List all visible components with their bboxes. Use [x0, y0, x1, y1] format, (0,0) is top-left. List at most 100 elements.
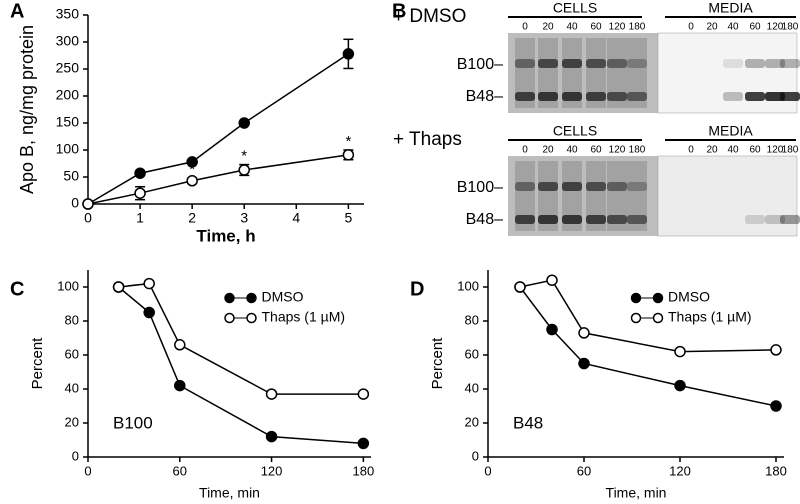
band [538, 215, 558, 224]
y-tick-label: 150 [56, 114, 80, 130]
data-point [174, 339, 186, 351]
band [586, 59, 606, 68]
series-line [118, 282, 364, 395]
band [515, 59, 535, 68]
band [607, 92, 627, 101]
lane-label: 40 [727, 145, 739, 156]
data-point [265, 430, 278, 443]
lane-label: 180 [782, 22, 799, 33]
lane-label: 20 [542, 22, 554, 33]
panel-label: B [392, 0, 406, 22]
y-tick-label: 0 [71, 195, 79, 211]
y-tick-label: 20 [65, 414, 79, 429]
y-tick-label: 100 [57, 278, 79, 293]
band [765, 92, 785, 101]
data-point [546, 323, 558, 336]
group-label: MEDIA [708, 123, 753, 139]
band [627, 182, 647, 191]
data-point [770, 400, 782, 412]
band [586, 92, 606, 101]
lane-label: 60 [749, 22, 761, 33]
lane-label: 0 [688, 22, 694, 33]
lane-label: 20 [542, 145, 554, 156]
lane-smear [562, 38, 582, 108]
lane-smear [538, 38, 558, 108]
x-tick-label: 4 [292, 210, 300, 226]
panel-label: D [410, 278, 424, 300]
significance-marker: * [345, 133, 351, 150]
lane-label: 40 [566, 22, 578, 33]
data-point [546, 274, 558, 286]
band [515, 92, 535, 101]
y-tick-label: 40 [65, 380, 79, 395]
data-point [238, 117, 250, 129]
series-line [87, 154, 349, 205]
data-point [186, 156, 198, 168]
band [607, 59, 627, 68]
x-axis-label: Time, h [196, 226, 255, 245]
legend-label: Thaps (1 µM) [262, 309, 346, 325]
band [607, 182, 627, 191]
data-point [134, 187, 146, 199]
x-axis-label: Time, min [199, 485, 260, 501]
data-point [357, 437, 370, 450]
lane-label: 20 [706, 22, 718, 33]
data-point [82, 198, 94, 210]
band [562, 59, 582, 68]
band [538, 182, 558, 191]
x-tick-label: 0 [84, 210, 92, 226]
y-axis-label: Percent [29, 337, 46, 390]
significance-marker: * [189, 161, 195, 178]
band [562, 215, 582, 224]
x-tick-label: 3 [240, 210, 248, 226]
lane-label: 0 [522, 145, 528, 156]
legend-marker [652, 312, 664, 324]
significance-marker: * [137, 170, 143, 187]
legend-marker [224, 292, 235, 304]
legend-marker [630, 312, 642, 324]
inner-label: B48 [513, 413, 543, 432]
data-point [143, 306, 155, 319]
band [586, 215, 606, 224]
group-label: CELLS [553, 0, 597, 16]
y-tick-label: 80 [465, 312, 479, 327]
blot-media [657, 155, 798, 237]
band [627, 215, 647, 224]
treatment-label: + Thaps [393, 129, 462, 150]
band-label: B100– [457, 179, 503, 196]
lane-smear [627, 161, 647, 231]
data-point [357, 388, 370, 400]
y-tick-label: 300 [56, 33, 80, 49]
y-axis-label: Percent [429, 337, 446, 390]
band [723, 92, 743, 101]
data-point [342, 149, 355, 161]
lane-label: 120 [767, 145, 784, 156]
lane-label: 60 [749, 145, 761, 156]
band [765, 59, 785, 68]
band [745, 92, 765, 101]
data-point [112, 281, 125, 293]
y-tick-label: 0 [72, 448, 79, 463]
band [515, 215, 535, 224]
x-axis-label: Time, min [606, 485, 667, 501]
lane-label: 40 [566, 145, 578, 156]
y-tick-label: 250 [56, 60, 80, 76]
band [780, 92, 800, 101]
panel-label: C [10, 278, 24, 300]
series-line [87, 53, 349, 205]
lane-label: 180 [782, 145, 799, 156]
series-line [519, 286, 777, 407]
band [627, 59, 647, 68]
x-tick-label: 180 [765, 463, 787, 478]
lane-smear [607, 38, 627, 108]
band [780, 59, 800, 68]
legend-marker [630, 292, 642, 304]
legend-marker [246, 312, 257, 324]
band [562, 182, 582, 191]
group-label: MEDIA [708, 0, 753, 16]
y-tick-label: 100 [457, 278, 479, 293]
band [627, 92, 647, 101]
lane-smear [586, 38, 606, 108]
y-tick-label: 100 [56, 141, 80, 157]
y-tick-label: 350 [56, 6, 80, 22]
